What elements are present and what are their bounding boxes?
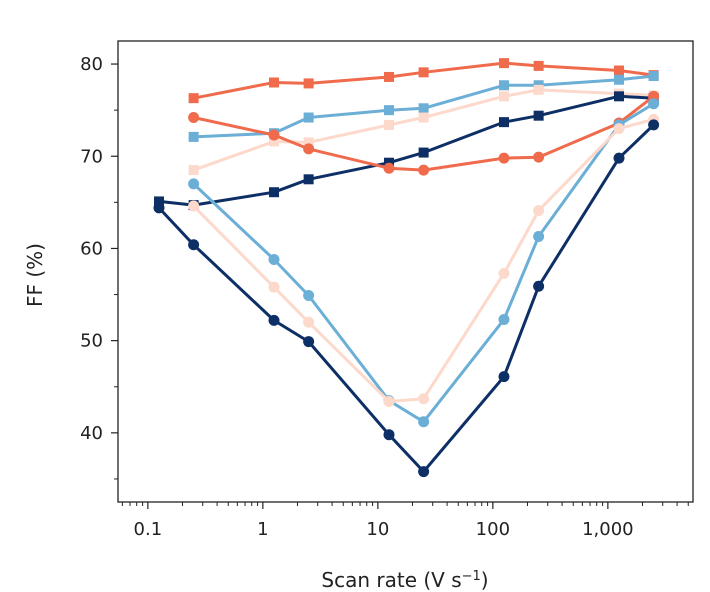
data-point-square	[188, 93, 199, 104]
data-point-square	[499, 80, 510, 91]
data-point-square	[533, 84, 544, 95]
data-point-square	[499, 117, 510, 128]
data-point-square	[188, 131, 199, 142]
data-point-square	[614, 65, 625, 76]
data-point-circle	[613, 152, 625, 164]
x-tick-label: 1	[257, 519, 268, 540]
x-tick-label: 1,000	[582, 519, 634, 540]
data-point-square	[303, 174, 314, 185]
data-point-circle	[383, 162, 395, 174]
data-point-circle	[498, 313, 510, 325]
data-point-square	[418, 67, 429, 78]
data-point-square	[269, 136, 280, 147]
data-point-circle	[648, 98, 660, 110]
data-point-circle	[303, 289, 315, 301]
y-tick-label: 60	[80, 238, 103, 259]
series-line	[157, 123, 655, 474]
data-point-circle	[303, 336, 315, 348]
data-point-circle	[268, 314, 280, 326]
data-point-circle	[648, 119, 660, 131]
y-tick-label: 50	[80, 331, 103, 352]
y-tick-label: 40	[80, 423, 103, 444]
data-point-square	[499, 58, 510, 69]
data-point-square	[269, 77, 280, 88]
data-point-circle	[268, 129, 280, 141]
data-point-circle	[383, 396, 395, 408]
data-point-circle	[303, 316, 315, 328]
series-6	[188, 98, 660, 428]
data-point-square	[303, 78, 314, 89]
data-point-square	[154, 196, 165, 207]
data-point-circle	[418, 416, 430, 428]
data-point-circle	[268, 254, 280, 266]
x-tick-label: 0.1	[134, 519, 163, 540]
data-point-circle	[418, 164, 430, 176]
data-point-circle	[613, 123, 625, 135]
data-point-circle	[533, 205, 545, 217]
y-tick-label: 80	[80, 54, 103, 75]
data-point-circle	[533, 151, 545, 163]
data-point-circle	[418, 393, 430, 405]
data-point-circle	[268, 281, 280, 293]
data-point-circle	[303, 143, 315, 155]
data-point-square	[384, 105, 395, 116]
data-point-square	[418, 112, 429, 123]
data-point-square	[303, 112, 314, 123]
data-point-square	[533, 110, 544, 121]
data-point-square	[533, 60, 544, 71]
data-point-circle	[188, 200, 200, 212]
data-point-circle	[188, 178, 200, 190]
series-1	[188, 58, 659, 104]
data-point-square	[269, 187, 280, 198]
data-point-square	[648, 71, 659, 82]
data-point-square	[614, 74, 625, 85]
data-point-circle	[498, 152, 510, 164]
data-point-circle	[498, 371, 510, 383]
data-point-square	[384, 71, 395, 82]
data-point-square	[384, 157, 395, 168]
data-point-square	[418, 103, 429, 114]
series-5	[188, 90, 660, 176]
data-point-circle	[418, 466, 430, 478]
axis-ticks: 40 50 60 70 80 0.1 1 10 100 1,000	[80, 54, 689, 540]
data-point-circle	[188, 112, 200, 124]
data-point-square	[418, 147, 429, 158]
data-point-square	[188, 165, 199, 176]
data-point-circle	[533, 230, 545, 242]
series-4	[154, 91, 659, 211]
data-point-square	[384, 119, 395, 130]
x-tick-label: 100	[476, 519, 510, 540]
plot-frame	[117, 40, 694, 503]
data-point-square	[614, 91, 625, 102]
data-point-circle	[383, 429, 395, 441]
data-point-square	[303, 137, 314, 148]
data-point-circle	[533, 280, 545, 292]
data-point-circle	[153, 202, 165, 214]
data-point-circle	[498, 267, 510, 279]
series-7	[188, 113, 660, 408]
series-line	[193, 88, 654, 172]
data-point-square	[499, 91, 510, 102]
series-8	[153, 119, 660, 478]
data-point-circle	[188, 239, 200, 251]
x-axis-label: Scan rate (V s−1)	[321, 568, 488, 592]
x-tick-label: 10	[366, 519, 389, 540]
series-layer	[153, 58, 660, 478]
series-line	[192, 117, 654, 403]
y-axis-label: FF (%)	[23, 243, 47, 307]
y-tick-label: 70	[80, 146, 103, 167]
series-line	[158, 94, 654, 207]
